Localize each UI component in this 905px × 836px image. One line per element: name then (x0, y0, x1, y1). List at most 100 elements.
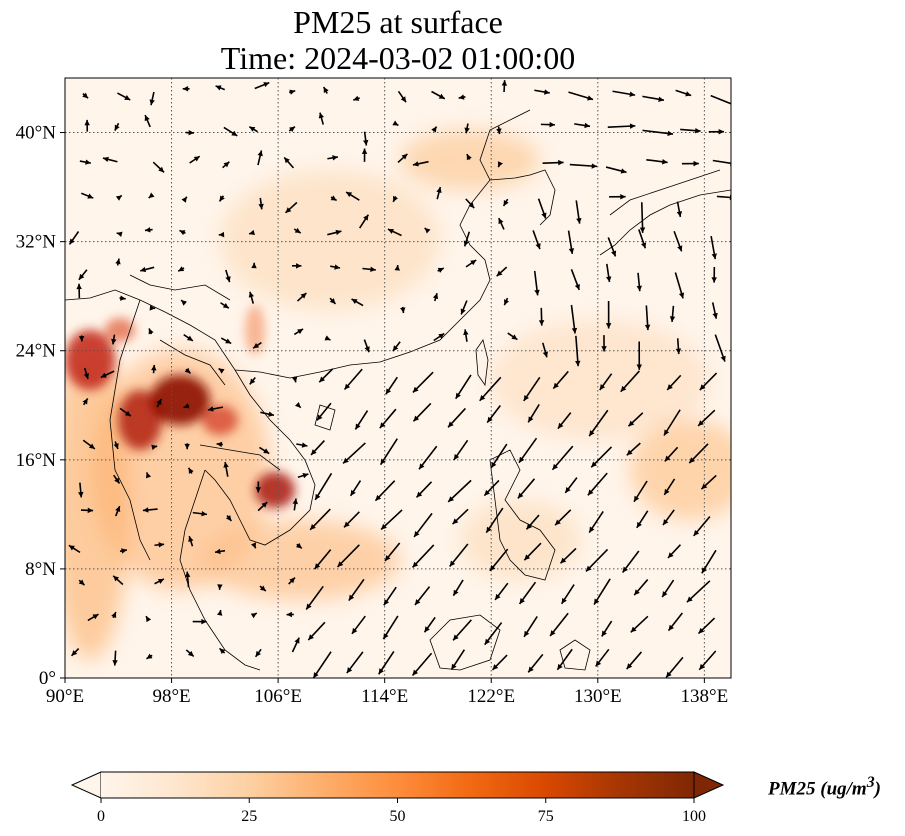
wind-arrow-head (380, 458, 386, 465)
wind-arrow-head (626, 449, 633, 456)
wind-arrow-head (314, 563, 321, 570)
wind-arrow-head (549, 121, 555, 128)
wind-arrow-head (489, 565, 496, 571)
wind-arrow-head (255, 487, 262, 493)
wind-arrow-head (381, 523, 387, 530)
wind-arrow-head (701, 567, 707, 574)
wind-arrow-head (699, 663, 705, 670)
y-axis-ticks: 0° 8°N 16°N 24°N 32°N 40°N (16, 123, 65, 689)
wind-arrow-head (416, 491, 423, 498)
wind-arrow-head (620, 194, 626, 200)
wind-arrow-head (734, 103, 740, 108)
wind-arrow-head (146, 653, 153, 659)
y-tick-label: 0° (39, 668, 56, 689)
wind-arrow-head (286, 611, 292, 618)
wind-arrow-head (591, 163, 598, 169)
wind-arrow-head (348, 594, 355, 601)
wind-arrow-head (291, 376, 298, 383)
wind-arrow-head (253, 342, 260, 349)
wind-arrow-head (668, 624, 674, 631)
wind-arrow-head (413, 415, 420, 422)
wind-arrow-head (693, 160, 699, 167)
wind-arrow-head (87, 507, 94, 514)
wind-arrow-head (201, 511, 207, 517)
wind-arrow-head (412, 161, 419, 167)
wind-arrow-head (393, 195, 398, 202)
wind-arrow-head (158, 542, 165, 548)
wind-arrow-head (620, 168, 627, 174)
wind-arrow-head (606, 276, 612, 283)
wind-arrow-head (634, 495, 640, 502)
wind-arrow-head (414, 531, 420, 537)
wind-arrow-head (644, 324, 651, 331)
wind-arrow-head (460, 308, 466, 315)
y-tick-label: 24°N (16, 341, 57, 362)
colorbar-title: PM25 (ug/m3) (768, 774, 881, 800)
coastline-philippines (489, 449, 556, 581)
x-tick-label: 114°E (361, 686, 408, 707)
wind-arrow-head (575, 360, 581, 367)
wind-arrow-head (225, 515, 232, 521)
wind-arrow-head (115, 258, 121, 265)
wind-arrow-shaft (716, 195, 731, 199)
hotspot-guangxi (245, 305, 265, 355)
wind-arrow-head (629, 91, 636, 97)
wind-arrow-head (526, 523, 533, 530)
wind-arrow-head (215, 85, 222, 91)
wind-arrow-head (78, 273, 85, 280)
wind-arrow-head (453, 589, 459, 596)
x-tick-label: 122°E (467, 686, 515, 707)
wind-arrow-head (400, 307, 406, 313)
wind-arrow-head (92, 614, 99, 620)
wind-arrow-head (436, 187, 442, 193)
wind-arrow-head (663, 519, 669, 526)
wind-arrow-head (329, 298, 336, 304)
wind-arrow-head (225, 276, 231, 283)
wind-arrow-head (82, 92, 89, 99)
wind-arrow-head (88, 443, 95, 449)
wind-arrow-head (346, 192, 353, 198)
x-tick-label: 138°E (681, 686, 729, 707)
wind-arrow-head (589, 526, 595, 533)
wind-arrow-head (599, 384, 606, 391)
colorbar: 0 25 50 75 100 (70, 771, 725, 825)
wind-arrow-head (214, 548, 221, 555)
wind-arrow-head (334, 264, 341, 270)
wind-arrow-head (115, 195, 122, 201)
wind-arrow-head (571, 327, 578, 334)
wind-arrow-head (375, 494, 382, 501)
wind-arrow-head (69, 238, 75, 245)
wind-arrow-head (188, 536, 194, 542)
wind-arrow-head (698, 420, 704, 426)
wind-arrow-head (249, 126, 256, 132)
wind-arrow-head (636, 285, 643, 292)
wind-arrow-head (486, 526, 492, 533)
wind-arrow-head (311, 449, 317, 455)
plot-time: Time: 2024-03-02 01:00:00 (220, 40, 576, 76)
wind-arrow-head (453, 454, 460, 460)
wind-arrow-head (144, 115, 150, 122)
wind-arrow-head (100, 372, 107, 378)
wind-arrow-head (284, 157, 290, 164)
wind-arrow-head (383, 633, 389, 640)
wind-arrow-head (641, 242, 647, 249)
wind-arrow-head (699, 384, 706, 391)
wind-arrow-head (576, 217, 582, 224)
wind-arrow-head (259, 585, 266, 592)
wind-arrow-head (144, 227, 151, 233)
colorbar-extend-high (693, 771, 725, 799)
wind-arrow-head (219, 195, 225, 202)
wind-arrow-head (84, 119, 90, 126)
wind-arrow-head (146, 616, 152, 623)
wind-arrow-head (182, 86, 189, 92)
coastline-taiwan (475, 339, 489, 387)
wind-arrow-head (218, 231, 225, 238)
colorbar-tick-label: 0 (97, 808, 105, 825)
wind-arrow-head (438, 333, 445, 339)
wind-arrow-head (187, 650, 194, 657)
wind-arrow-head (78, 491, 84, 498)
wind-arrow-head (636, 521, 642, 528)
colorbar-title-sup: 3 (866, 774, 875, 791)
wind-arrow-head (675, 348, 682, 355)
wind-arrow-head (178, 266, 185, 272)
